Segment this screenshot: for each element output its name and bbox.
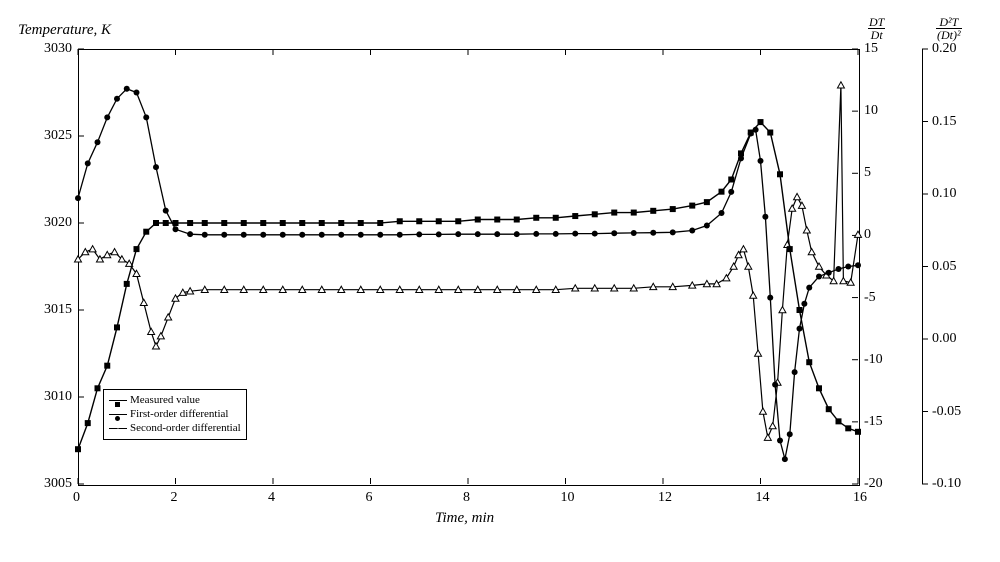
- yR2-tick: 0.00: [932, 331, 957, 347]
- yL-tick: 3025: [44, 128, 72, 144]
- legend-item-first: First-order differential: [109, 407, 241, 421]
- yR1-tick: 0: [864, 227, 871, 243]
- x-tick: 16: [853, 490, 867, 506]
- yL-tick: 3020: [44, 215, 72, 231]
- legend-label-measured: Measured value: [130, 394, 200, 406]
- yR1-tick: -20: [864, 476, 883, 492]
- yL-tick: 3005: [44, 476, 72, 492]
- yR2-tick: -0.05: [932, 404, 961, 420]
- yR2-tick: 0.15: [932, 114, 957, 130]
- x-tick: 4: [268, 490, 275, 506]
- x-tick: 8: [463, 490, 470, 506]
- yR1-tick: -15: [864, 414, 883, 430]
- x-tick: 0: [73, 490, 80, 506]
- yR1-tick: 10: [864, 103, 878, 119]
- legend-label-second: Second-order differential: [130, 422, 241, 434]
- yR1-tick: 15: [864, 41, 878, 57]
- yR1-tick: 5: [864, 165, 871, 181]
- yR1-tick: -10: [864, 352, 883, 368]
- yL-tick: 3010: [44, 389, 72, 405]
- x-tick: 2: [171, 490, 178, 506]
- legend-item-measured: Measured value: [109, 393, 241, 407]
- x-tick: 14: [756, 490, 770, 506]
- yR2-tick: 0.20: [932, 41, 957, 57]
- yR2-tick: 0.10: [932, 186, 957, 202]
- yL-tick: 3030: [44, 41, 72, 57]
- yL-tick: 3015: [44, 302, 72, 318]
- x-tick: 6: [366, 490, 373, 506]
- x-tick: 12: [658, 490, 672, 506]
- legend-item-second: Second-order differential: [109, 421, 241, 435]
- x-title: Time, min: [435, 510, 494, 527]
- yR2-tick: -0.10: [932, 476, 961, 492]
- yR1-tick: -5: [864, 290, 876, 306]
- y-right2-title: D²T(Dt)²: [936, 16, 962, 44]
- legend: Measured value First-order differential …: [103, 389, 247, 440]
- y-left-title: Temperature, K: [18, 22, 111, 39]
- y-right1-title: DTDt: [868, 16, 885, 44]
- yR2-tick: 0.05: [932, 259, 957, 275]
- legend-label-first: First-order differential: [130, 408, 228, 420]
- x-tick: 10: [561, 490, 575, 506]
